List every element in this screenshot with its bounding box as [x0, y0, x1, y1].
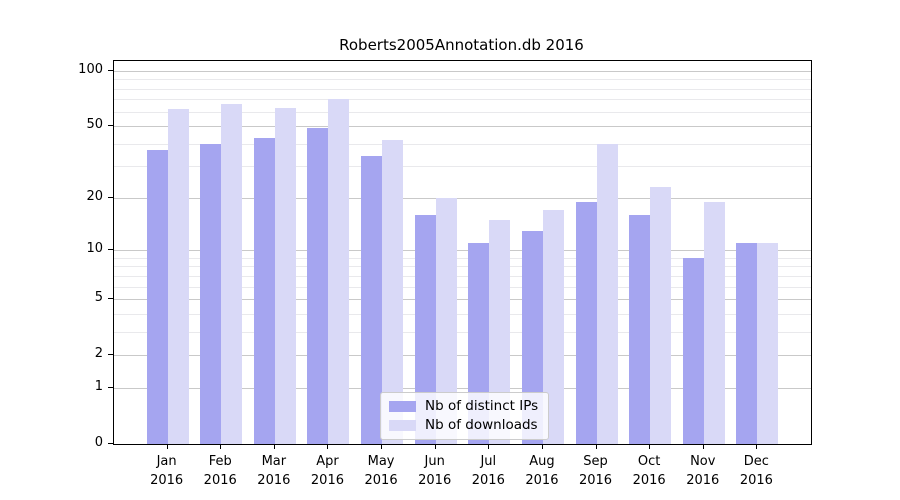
- bar-dec-distinct-ips: [736, 243, 758, 444]
- minor-gridline: [114, 313, 811, 315]
- x-tick-mark: [273, 444, 275, 449]
- x-tick-label: Nov 2016: [686, 454, 720, 488]
- bar-oct-downloads: [650, 187, 672, 444]
- x-tick-label: May 2016: [364, 454, 398, 488]
- major-gridline: [114, 197, 811, 199]
- x-tick-mark: [595, 444, 597, 449]
- minor-gridline: [114, 331, 811, 333]
- major-gridline: [114, 126, 811, 128]
- bar-nov-downloads: [703, 201, 725, 444]
- y-tick-mark: [108, 298, 113, 300]
- bar-aug-distinct-ips: [521, 230, 543, 444]
- legend-item-distinct-ips: Nb of distinct IPs: [389, 398, 538, 414]
- y-tick-label: 5: [94, 290, 103, 306]
- bar-aug-downloads: [542, 210, 564, 444]
- minor-gridline: [114, 257, 811, 259]
- x-tick-label: Feb 2016: [203, 454, 237, 488]
- x-tick-label: Jan 2016: [150, 454, 184, 488]
- minor-gridline: [114, 275, 811, 277]
- x-tick-mark: [220, 444, 222, 449]
- bar-may-distinct-ips: [361, 156, 383, 444]
- y-tick-mark: [108, 125, 113, 127]
- bar-nov-distinct-ips: [682, 257, 704, 444]
- x-tick-mark: [649, 444, 651, 449]
- bar-feb-downloads: [221, 103, 243, 444]
- x-tick-mark: [166, 444, 168, 449]
- x-tick-label: Jul 2016: [471, 454, 505, 488]
- minor-gridline: [114, 99, 811, 101]
- x-tick-label: Jun 2016: [418, 454, 452, 488]
- legend: Nb of distinct IPs Nb of downloads: [380, 392, 550, 440]
- y-tick-mark: [108, 69, 113, 71]
- legend-label: Nb of downloads: [425, 417, 538, 433]
- legend-swatch: [389, 419, 416, 431]
- legend-label: Nb of distinct IPs: [425, 398, 539, 414]
- x-tick-mark: [702, 444, 704, 449]
- bar-jun-distinct-ips: [414, 214, 436, 444]
- bar-oct-distinct-ips: [629, 214, 651, 444]
- bar-feb-distinct-ips: [200, 143, 222, 444]
- x-tick-mark: [541, 444, 543, 449]
- minor-gridline: [114, 88, 811, 90]
- y-tick-label: 10: [86, 241, 103, 257]
- major-gridline: [114, 355, 811, 357]
- y-tick-mark: [108, 354, 113, 356]
- x-tick-label: Oct 2016: [632, 454, 666, 488]
- bar-jan-distinct-ips: [146, 149, 168, 444]
- bar-sep-distinct-ips: [575, 201, 597, 444]
- y-tick-mark: [108, 386, 113, 388]
- x-tick-label: Sep 2016: [578, 454, 613, 488]
- major-gridline: [114, 299, 811, 301]
- y-tick-label: 20: [86, 188, 103, 204]
- x-tick-mark: [756, 444, 758, 449]
- bar-sep-downloads: [596, 143, 618, 444]
- minor-gridline: [114, 143, 811, 145]
- y-tick-label: 2: [94, 346, 103, 362]
- legend-item-downloads: Nb of downloads: [389, 417, 538, 433]
- x-tick-mark: [488, 444, 490, 449]
- y-tick-label: 50: [86, 117, 103, 133]
- major-gridline: [114, 250, 811, 252]
- bar-jan-downloads: [167, 108, 189, 444]
- bar-mar-distinct-ips: [253, 137, 275, 444]
- bar-apr-downloads: [328, 99, 350, 444]
- x-tick-label: Dec 2016: [739, 454, 773, 488]
- major-gridline: [114, 70, 811, 72]
- minor-gridline: [114, 266, 811, 268]
- legend-swatch: [389, 400, 416, 412]
- y-tick-mark: [108, 249, 113, 251]
- minor-gridline: [114, 166, 811, 168]
- major-gridline: [114, 387, 811, 389]
- minor-gridline: [114, 79, 811, 81]
- bar-jul-downloads: [489, 219, 511, 444]
- bar-may-downloads: [382, 139, 404, 444]
- x-tick-mark: [434, 444, 436, 449]
- y-tick-label: 0: [94, 435, 103, 450]
- plot-area: [113, 60, 812, 445]
- y-tick-mark: [108, 196, 113, 198]
- x-tick-label: Apr 2016: [310, 454, 344, 488]
- y-tick-mark: [108, 443, 113, 444]
- x-tick-label: Aug 2016: [525, 454, 559, 488]
- bar-mar-downloads: [274, 107, 296, 444]
- x-tick-mark: [381, 444, 383, 449]
- minor-gridline: [114, 111, 811, 113]
- bar-apr-distinct-ips: [307, 127, 329, 444]
- y-tick-label: 100: [78, 61, 103, 77]
- x-tick-label: Mar 2016: [257, 454, 291, 488]
- x-tick-mark: [327, 444, 329, 449]
- bar-jun-downloads: [435, 197, 457, 444]
- minor-gridline: [114, 286, 811, 288]
- bar-dec-downloads: [757, 243, 779, 444]
- chart-title: Roberts2005Annotation.db 2016: [339, 36, 584, 54]
- y-tick-label: 1: [94, 378, 103, 394]
